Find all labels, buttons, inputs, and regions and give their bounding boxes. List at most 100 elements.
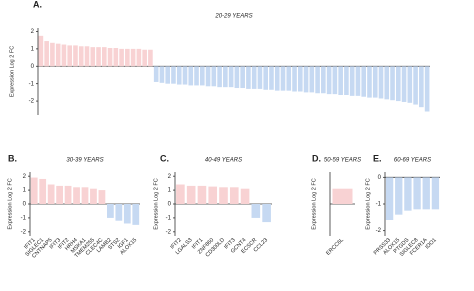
y-tick-label: 2 bbox=[23, 174, 27, 180]
bar bbox=[303, 66, 309, 93]
bar bbox=[176, 66, 182, 85]
bar bbox=[413, 66, 418, 105]
bar bbox=[136, 48, 142, 67]
bar bbox=[229, 187, 239, 204]
y-tick-label: -2 bbox=[21, 229, 27, 235]
y-axis-label: Expression Log 2 FC bbox=[9, 46, 15, 97]
y-tick-label: 0 bbox=[168, 202, 172, 208]
bar bbox=[107, 48, 113, 67]
bar bbox=[401, 66, 407, 102]
bar bbox=[98, 190, 106, 204]
bar bbox=[61, 44, 67, 67]
bar bbox=[176, 184, 185, 204]
bar bbox=[361, 66, 367, 97]
bar bbox=[240, 188, 250, 204]
bar bbox=[73, 187, 80, 204]
bar bbox=[344, 66, 349, 95]
bar bbox=[113, 48, 119, 67]
y-tick-label: 0 bbox=[31, 64, 35, 70]
y-tick-label: -2 bbox=[29, 99, 35, 105]
bar bbox=[297, 66, 303, 92]
bar bbox=[385, 177, 394, 220]
y-tick-label: -1 bbox=[376, 202, 382, 208]
panel-title: 60-69 YEARS bbox=[394, 158, 431, 164]
bar bbox=[90, 47, 96, 67]
bar bbox=[240, 66, 245, 89]
bar bbox=[67, 45, 73, 67]
bar bbox=[321, 66, 326, 94]
bar bbox=[211, 66, 217, 87]
bar bbox=[217, 66, 222, 88]
y-tick-label: -1 bbox=[21, 215, 27, 221]
y-tick-label: 2 bbox=[168, 174, 172, 180]
bar bbox=[378, 66, 384, 99]
bar bbox=[431, 177, 440, 210]
bar bbox=[188, 66, 194, 86]
bar bbox=[165, 66, 171, 84]
bar bbox=[263, 66, 269, 90]
bar bbox=[395, 177, 403, 215]
bar bbox=[413, 177, 421, 210]
bar bbox=[194, 66, 199, 86]
bar bbox=[286, 66, 292, 91]
bar bbox=[208, 186, 218, 204]
bar bbox=[309, 66, 315, 93]
y-axis-label: Expression Log 2 FC bbox=[7, 178, 13, 229]
panel-title: 30-39 YEARS bbox=[66, 158, 103, 164]
bar bbox=[338, 66, 343, 95]
y-tick-label: -1 bbox=[29, 81, 35, 87]
bar bbox=[355, 66, 361, 96]
bar bbox=[115, 204, 123, 221]
bar bbox=[234, 66, 240, 89]
bar bbox=[251, 66, 257, 89]
bar bbox=[123, 204, 131, 224]
y-tick-label: -1 bbox=[166, 215, 172, 221]
bar bbox=[367, 66, 372, 98]
bar bbox=[50, 42, 55, 67]
bar bbox=[219, 187, 228, 204]
bar bbox=[349, 66, 355, 96]
bar bbox=[424, 66, 430, 112]
bar bbox=[73, 45, 78, 67]
bar bbox=[280, 66, 286, 91]
bar bbox=[101, 47, 107, 67]
bar bbox=[186, 185, 196, 204]
bar bbox=[262, 204, 271, 223]
bar bbox=[419, 66, 424, 108]
bar bbox=[78, 46, 84, 67]
y-axis-label: Expression Log 2 FC bbox=[311, 178, 317, 229]
bar bbox=[390, 66, 395, 101]
x-tick-label: ERCC6L bbox=[325, 237, 345, 257]
bar bbox=[395, 66, 401, 102]
bar bbox=[81, 187, 89, 204]
bar bbox=[47, 184, 55, 204]
bar bbox=[228, 66, 234, 88]
panel-label: C. bbox=[160, 153, 169, 163]
bar bbox=[55, 43, 61, 67]
bar bbox=[326, 66, 332, 95]
bar bbox=[30, 177, 38, 204]
bar bbox=[64, 185, 72, 204]
bar bbox=[119, 48, 124, 67]
bar bbox=[384, 66, 390, 100]
panel-title: 40-49 YEARS bbox=[205, 158, 242, 164]
bar bbox=[84, 46, 90, 67]
bar bbox=[205, 66, 211, 87]
panel-label: D. bbox=[312, 153, 321, 163]
bar bbox=[142, 49, 147, 67]
y-tick-label: 1 bbox=[23, 188, 27, 194]
bar bbox=[404, 177, 412, 211]
bar bbox=[96, 47, 101, 67]
bar bbox=[38, 35, 44, 67]
panel-label: B. bbox=[8, 153, 17, 163]
y-tick-label: 0 bbox=[23, 202, 27, 208]
bar bbox=[125, 48, 130, 67]
x-tick-label: IDO1 bbox=[425, 237, 438, 250]
bar bbox=[269, 66, 274, 90]
bar bbox=[251, 204, 261, 218]
bar bbox=[153, 66, 159, 82]
y-axis-label: Expression Log 2 FC bbox=[153, 178, 159, 229]
bar bbox=[407, 66, 413, 103]
bar bbox=[257, 66, 263, 89]
y-tick-label: 2 bbox=[31, 29, 35, 35]
